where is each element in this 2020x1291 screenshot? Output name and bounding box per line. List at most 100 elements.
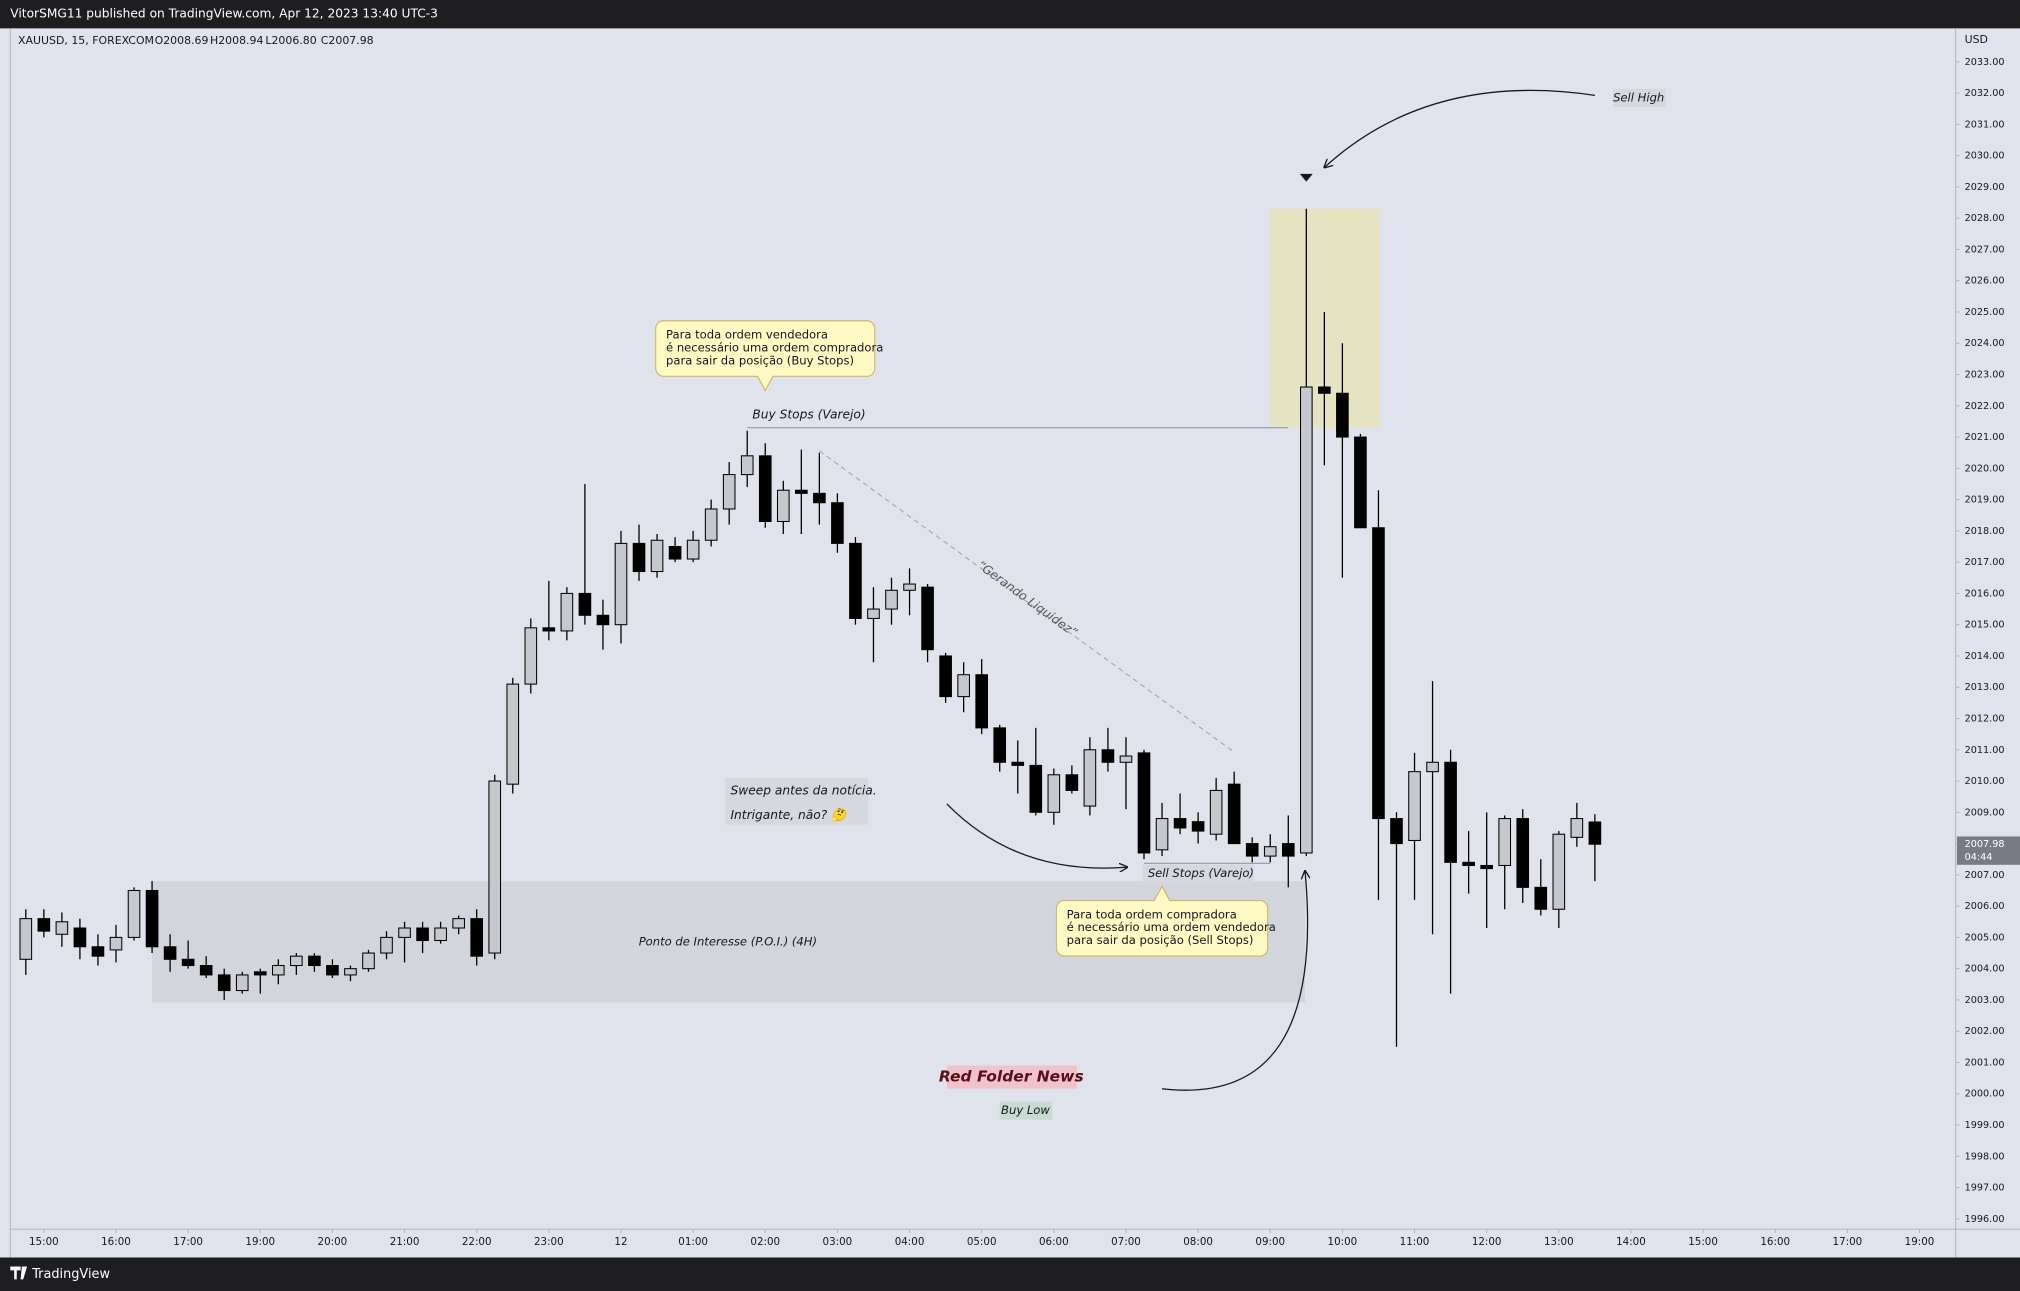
candle-body <box>614 542 628 626</box>
candle-body <box>1245 843 1259 857</box>
sell-stops-box <box>1142 864 1254 883</box>
candle-body <box>650 539 664 573</box>
y-tick-label: 2015.00 <box>1965 620 2005 631</box>
logo <box>10 1266 28 1280</box>
x-tick-label: 17:00 <box>1833 1236 1863 1248</box>
x-tick-label: 19:00 <box>1905 1236 1935 1248</box>
x-tick-label: 17:00 <box>173 1236 203 1248</box>
candle-body <box>939 655 952 698</box>
candle-body <box>1336 392 1349 438</box>
callout-text: Para toda ordem vendedora <box>666 327 828 341</box>
y-tick-label: 2030.00 <box>1965 151 2005 162</box>
x-tick-label: 16:00 <box>1760 1236 1790 1248</box>
y-tick-label: 2011.00 <box>1965 745 2005 756</box>
candle-body <box>596 614 610 626</box>
currency: USD <box>1965 33 1988 46</box>
candle-body <box>1300 386 1313 854</box>
buy-low-box <box>999 1101 1053 1120</box>
ohlc-value: C2007.98 <box>321 34 374 47</box>
candle-body <box>217 974 231 992</box>
y-tick-label: 2009.00 <box>1965 807 2005 818</box>
x-tick-label: 03:00 <box>823 1236 853 1248</box>
candle-body <box>524 627 538 685</box>
x-tick-label: 14:00 <box>1616 1236 1646 1248</box>
candle-body <box>326 965 339 976</box>
candle-body <box>993 727 1007 763</box>
candle-body <box>19 918 33 960</box>
y-tick-label: 2021.00 <box>1965 432 2005 443</box>
x-tick-label: 20:00 <box>318 1236 348 1248</box>
y-tick-label: 1996.00 <box>1965 1214 2005 1225</box>
candle-body <box>722 474 736 510</box>
high-marker <box>1299 173 1313 182</box>
candle-body <box>740 455 754 476</box>
candle-body <box>1173 818 1187 829</box>
x-tick-label: 16:00 <box>101 1236 131 1248</box>
candle-body <box>578 592 592 616</box>
candle-body <box>1390 818 1403 845</box>
candle-body <box>506 683 520 785</box>
candle-body <box>1263 846 1277 857</box>
news-box <box>946 1065 1077 1089</box>
news-label: Red Folder News <box>939 1068 1084 1086</box>
poi-label: Ponto de Interesse (P.O.I.) (4H) <box>639 934 817 948</box>
candle-body <box>1426 761 1439 773</box>
y-tick-label: 2004.00 <box>1965 964 2005 975</box>
y-tick-label: 2012.00 <box>1965 713 2005 724</box>
callout-text: é necessário uma ordem compradora <box>666 340 883 354</box>
y-tick-label: 2006.00 <box>1965 901 2005 912</box>
top-bar <box>0 0 2020 29</box>
buy-low-label: Buy Low <box>1001 1103 1050 1117</box>
candle-body <box>199 965 213 976</box>
brand: TradingView <box>31 1267 110 1282</box>
x-tick-label: 01:00 <box>678 1236 708 1248</box>
last-price-label: 2007.98 <box>1965 839 2005 850</box>
candle-body <box>434 927 447 942</box>
ohlc-value: L2006.80 <box>265 34 316 47</box>
candle-body <box>1011 761 1025 766</box>
ohlc-value: O2008.69 <box>155 34 209 47</box>
callout-text: para sair da posição (Sell Stops) <box>1067 933 1254 947</box>
candle-body <box>452 918 465 929</box>
x-tick-label: 06:00 <box>1039 1236 1069 1248</box>
publisher: VitorSMG11 published on TradingView.com,… <box>10 7 438 21</box>
candle-body <box>686 539 700 560</box>
y-tick-label: 2002.00 <box>1965 1026 2005 1037</box>
news-arrow <box>1161 871 1308 1091</box>
y-tick-label: 2003.00 <box>1965 995 2005 1006</box>
y-tick-label: 2013.00 <box>1965 682 2005 693</box>
x-tick-label: 21:00 <box>390 1236 420 1248</box>
candle-body <box>975 674 988 729</box>
y-tick-label: 2029.00 <box>1965 182 2005 193</box>
y-tick-label: 1997.00 <box>1965 1183 2005 1194</box>
y-tick-label: 2001.00 <box>1965 1057 2005 1068</box>
x-tick-label: 02:00 <box>750 1236 780 1248</box>
y-tick-label: 2022.00 <box>1965 401 2005 412</box>
candle-body <box>109 936 123 951</box>
candle-body <box>867 608 880 619</box>
y-tick-label: 2000.00 <box>1965 1089 2005 1100</box>
candle-body <box>849 542 862 619</box>
y-tick-label: 2028.00 <box>1965 213 2005 224</box>
legend-header: XAUUSD, 15, FOREXCOM O2008.69 H2008.94 L20… <box>18 34 374 47</box>
candle-body <box>1155 818 1169 851</box>
candle-body <box>470 918 484 957</box>
buy-callout <box>655 320 876 392</box>
last-price-tag <box>1956 836 2020 865</box>
y-tick-label: 2018.00 <box>1965 526 2005 537</box>
candle-body <box>1372 527 1385 820</box>
sell-high-box <box>1612 88 1666 107</box>
y-tick-label: 2019.00 <box>1965 495 2005 506</box>
candle-body <box>1462 861 1475 866</box>
x-tick-label: 04:00 <box>895 1236 925 1248</box>
sweep-text: Sweep antes da notícia. <box>730 784 876 798</box>
candle-body <box>1191 821 1205 832</box>
candle-body <box>1227 783 1241 845</box>
candle-body <box>1408 771 1421 841</box>
candle-body <box>290 955 303 967</box>
symbol: XAUUSD, 15, FOREXCOM <box>18 34 154 47</box>
candle-body <box>1588 821 1602 845</box>
sweep-box <box>725 778 869 825</box>
